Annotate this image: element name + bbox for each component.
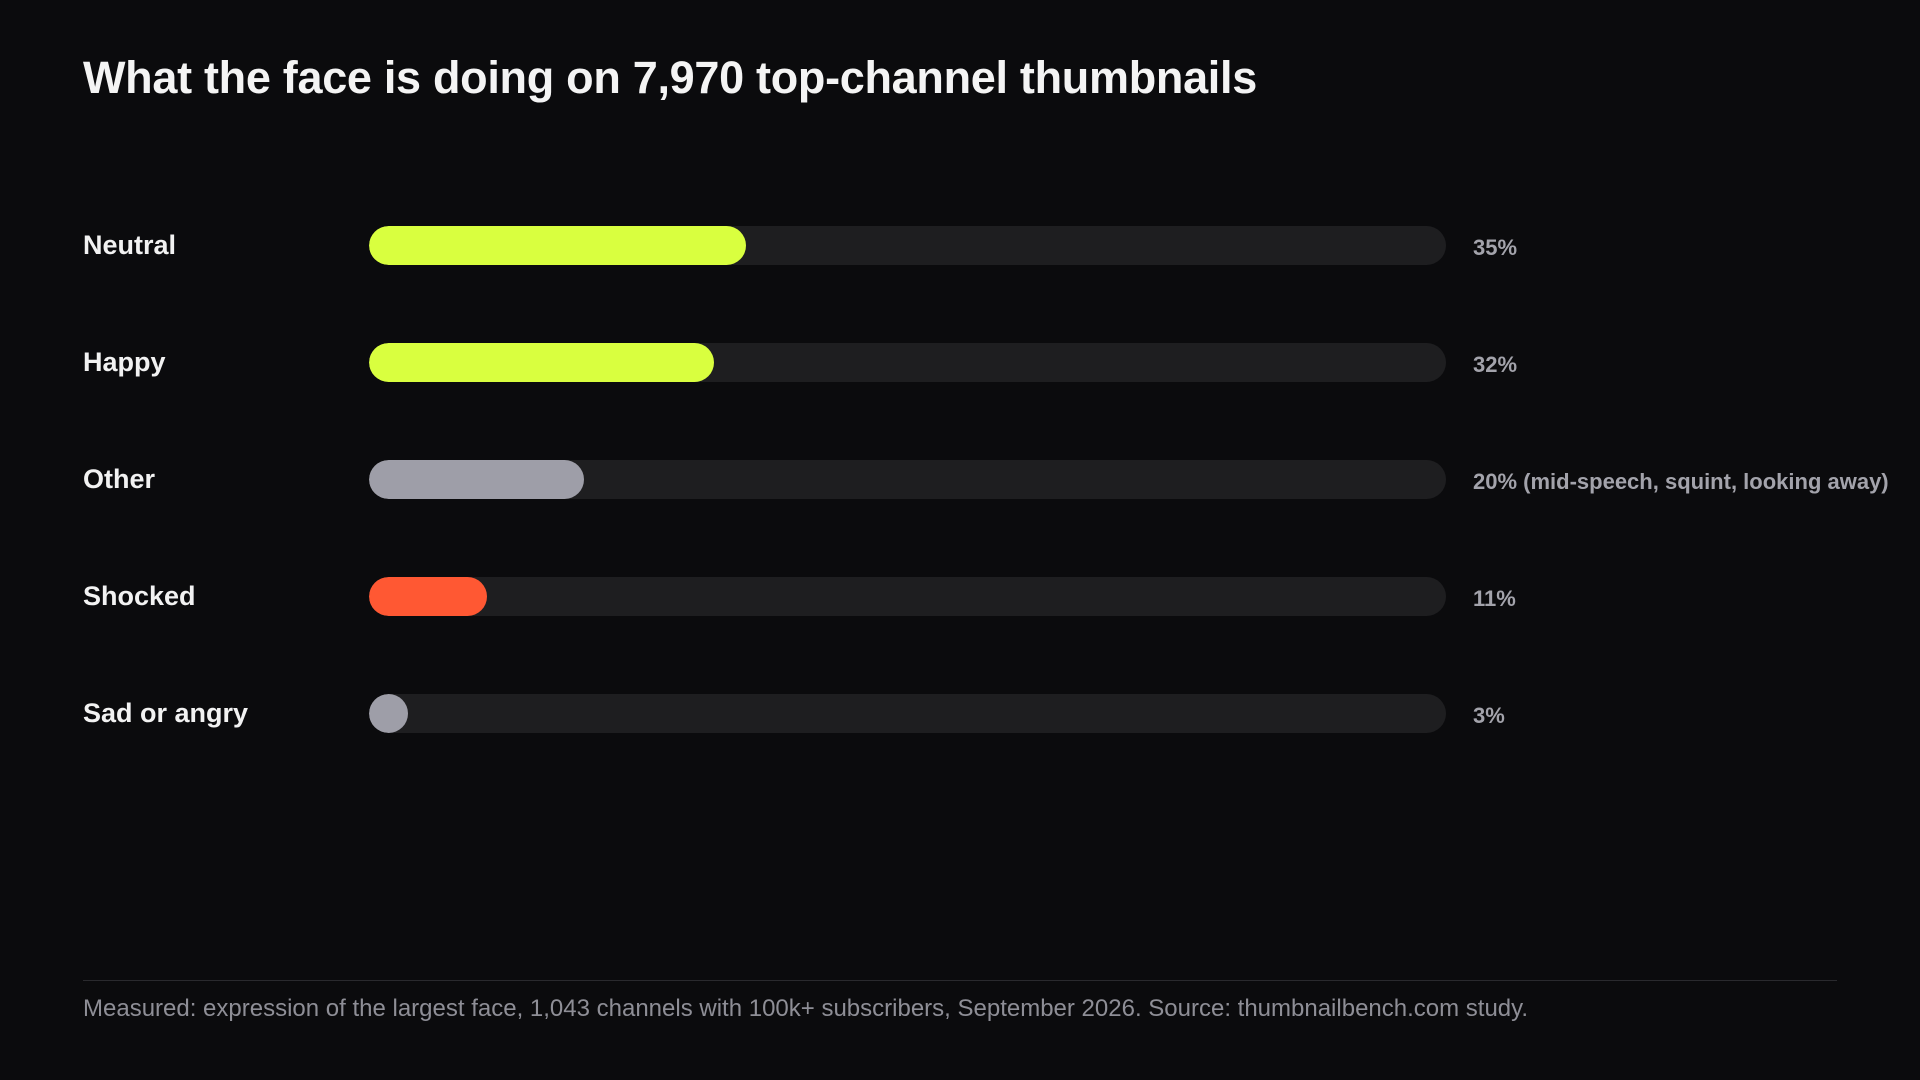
chart-title: What the face is doing on 7,970 top-chan… (83, 52, 1257, 103)
value-label: 35% (1473, 235, 1518, 260)
bar-neutral (369, 226, 746, 265)
bar-row-happy: Happy 32% (0, 342, 1920, 382)
value-label: 11% (1473, 586, 1516, 611)
bar-row-shocked: Shocked 11% (0, 576, 1920, 616)
bar-track (369, 694, 1446, 733)
category-label: Happy (83, 347, 166, 377)
category-label: Sad or angry (83, 698, 249, 728)
category-label: Other (83, 464, 156, 494)
bar-track (369, 577, 1446, 616)
bar-row-neutral: Neutral 35% (0, 225, 1920, 265)
value-label: 20% (mid-speech, squint, looking away) (1473, 469, 1889, 494)
bar-shocked (369, 577, 488, 616)
bar-row-sad-or-angry: Sad or angry 3% (0, 693, 1920, 733)
bar-track (369, 343, 1446, 382)
value-label: 32% (1473, 352, 1518, 377)
bar-sad-or-angry (369, 694, 408, 733)
footer-divider (83, 980, 1837, 981)
bar-other (369, 460, 585, 499)
category-label: Neutral (83, 230, 177, 260)
bar-row-other: Other 20% (mid-speech, squint, looking aw… (0, 459, 1920, 499)
bar-happy (369, 343, 714, 382)
bar-track (369, 460, 1446, 499)
bar-track (369, 226, 1446, 265)
footnote: Measured: expression of the largest face… (83, 995, 1529, 1022)
value-label: 3% (1473, 703, 1505, 728)
category-label: Shocked (83, 581, 196, 611)
